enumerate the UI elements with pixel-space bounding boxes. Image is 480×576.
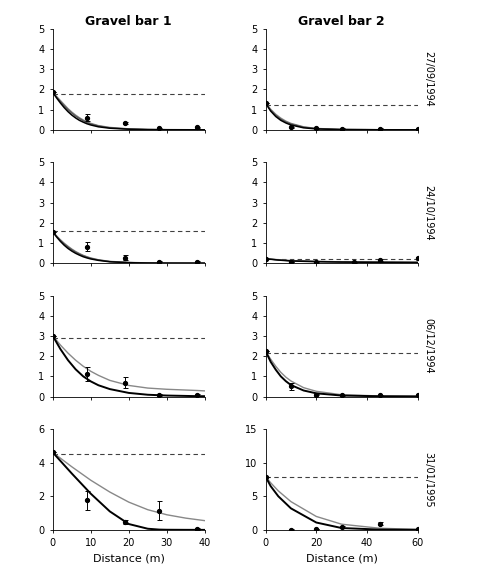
Text: 06/12/1994: 06/12/1994 xyxy=(424,318,434,374)
Text: 27/09/1994: 27/09/1994 xyxy=(424,51,434,107)
Text: 24/10/1994: 24/10/1994 xyxy=(424,185,434,241)
Title: Gravel bar 1: Gravel bar 1 xyxy=(85,14,172,28)
X-axis label: Distance (m): Distance (m) xyxy=(306,554,378,564)
Text: 31/01/1995: 31/01/1995 xyxy=(424,452,434,507)
Title: Gravel bar 2: Gravel bar 2 xyxy=(298,14,385,28)
X-axis label: Distance (m): Distance (m) xyxy=(93,554,165,564)
